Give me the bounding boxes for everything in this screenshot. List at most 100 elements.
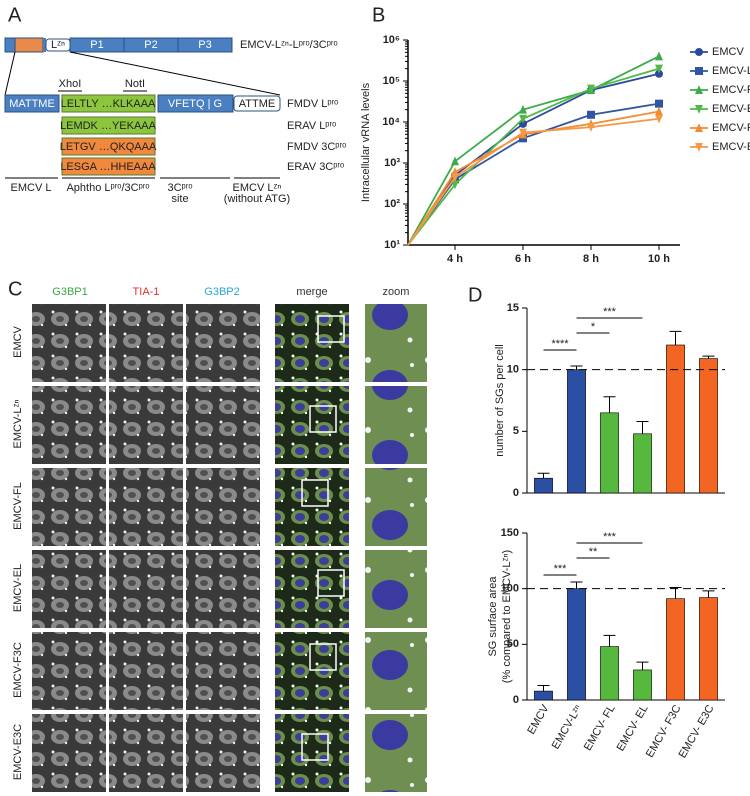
marker: [655, 69, 663, 78]
column-header: zoom: [383, 286, 410, 298]
panel-label: D: [468, 284, 482, 306]
micrograph: [32, 304, 106, 382]
region-label: (without ATG): [224, 193, 290, 205]
micrograph: [365, 386, 427, 464]
bar: [666, 344, 685, 494]
significance-label: ***: [603, 306, 617, 318]
insert-name: ERAV Lᵖʳᵒ: [287, 120, 336, 132]
legend-label: EMCV-FL: [712, 84, 750, 96]
x-tick-label: EMCV: [525, 702, 552, 736]
y-tick-label: 0: [513, 487, 519, 499]
region-label: EMCV L: [11, 182, 52, 194]
row-label: EMCV-Lᶻⁿ: [12, 400, 24, 449]
micrograph: [109, 550, 183, 628]
bar: [534, 477, 553, 494]
panel-c: C G3BP1 TIA-1 G3BP2 merge zoom EMCV EMCV-Lᶻⁿ EM…: [8, 278, 427, 792]
micrograph: [186, 632, 260, 710]
significance-label: ****: [551, 338, 569, 350]
bar: [699, 358, 718, 494]
bar: [600, 412, 619, 494]
x-tick-label: 6 h: [515, 253, 531, 265]
micrograph: [109, 304, 183, 382]
insert-name: FMDV 3Cᵖʳᵒ: [287, 141, 346, 153]
legend-label: EMCV-Lᶻⁿ: [712, 65, 750, 77]
panel-label: B: [372, 4, 385, 26]
panel-label: C: [8, 278, 22, 300]
y-axis-label: (% compared to EMCV-Lᶻⁿ): [501, 550, 513, 683]
segment-label: P3: [198, 39, 211, 51]
panel-b: B 10¹ 10² 10³ 10⁴ 10⁵ 10⁶ 4 h 6 h 8 h 10 h Intrace…: [360, 4, 750, 265]
marker: [655, 106, 663, 116]
micrograph: [186, 386, 260, 464]
bar: [567, 369, 586, 494]
box: [4, 94, 60, 113]
micrograph: [186, 550, 260, 628]
x-tick-label: 8 h: [583, 253, 599, 265]
insert-sequence: LEMDK …YEKAAA: [60, 120, 157, 132]
bar: [666, 598, 685, 701]
zoom-box: [301, 479, 329, 507]
marker: [519, 128, 527, 138]
error-bar: [702, 355, 715, 359]
error-bar: [636, 420, 649, 434]
error-bar: [537, 685, 550, 692]
segment-label: P2: [144, 39, 157, 51]
legend-label: EMCV-F3C: [712, 122, 750, 134]
micrograph: [275, 386, 349, 464]
error-bar: [537, 472, 550, 479]
micrograph: [32, 468, 106, 546]
segment-label: Lᶻⁿ: [51, 39, 65, 51]
zoom-box: [309, 643, 337, 671]
box-label: ATTME: [239, 98, 275, 110]
panel-label: A: [8, 4, 22, 26]
marker: [695, 48, 703, 56]
insert-sequence: LESGA …HHEAAA: [60, 161, 156, 173]
insert-sequence: LELTLY …KLKAAA: [61, 98, 156, 110]
construct-name: EMCV-Lᶻⁿ-Lᵖʳᵒ/3Cᵖʳᵒ: [240, 39, 338, 51]
zoom-box: [301, 733, 329, 761]
marker: [519, 114, 527, 124]
error-bar: [669, 330, 682, 345]
y-tick-label: 5: [513, 425, 519, 437]
micrograph: [109, 468, 183, 546]
insert-box: [61, 137, 156, 156]
micrograph: [32, 714, 106, 792]
micrograph: [365, 468, 427, 546]
y-axis-label: number of SGs per cell: [494, 344, 506, 457]
series-line: [407, 117, 660, 246]
bar: [534, 690, 553, 701]
insert-name: FMDV Lᵖʳᵒ: [287, 98, 338, 110]
x-tick-label: EMCV- EL: [615, 703, 651, 753]
micrograph: [365, 714, 427, 792]
micrograph: [109, 386, 183, 464]
bar: [633, 669, 652, 701]
marker: [695, 123, 703, 132]
column-header: G3BP1: [52, 286, 87, 298]
zoom-box: [309, 405, 337, 433]
micrograph: [365, 304, 427, 382]
zoom-line: [4, 51, 16, 96]
marker: [451, 173, 459, 183]
micrograph: [275, 550, 349, 628]
y-tick-label: 10⁵: [383, 75, 400, 87]
series-line: [407, 102, 660, 246]
marker: [695, 143, 703, 152]
marker: [451, 180, 459, 190]
marker: [695, 67, 703, 75]
marker: [695, 105, 703, 114]
error-bar: [570, 365, 583, 370]
y-axis-label: SG surface area: [487, 576, 499, 657]
y-tick-label: 10¹: [384, 239, 400, 251]
zoom-box: [317, 569, 345, 597]
site-label: XhoI: [59, 78, 82, 90]
y-tick-label: 100: [501, 583, 519, 595]
micrograph: [275, 304, 349, 382]
y-tick-label: 50: [507, 638, 519, 650]
series-line: [407, 55, 660, 246]
y-tick-label: 150: [501, 527, 519, 539]
y-tick-label: 10: [507, 364, 519, 376]
row-label: EMCV-EL: [12, 564, 24, 612]
x-tick-label: EMCV-Lᶻⁿ: [550, 703, 585, 751]
